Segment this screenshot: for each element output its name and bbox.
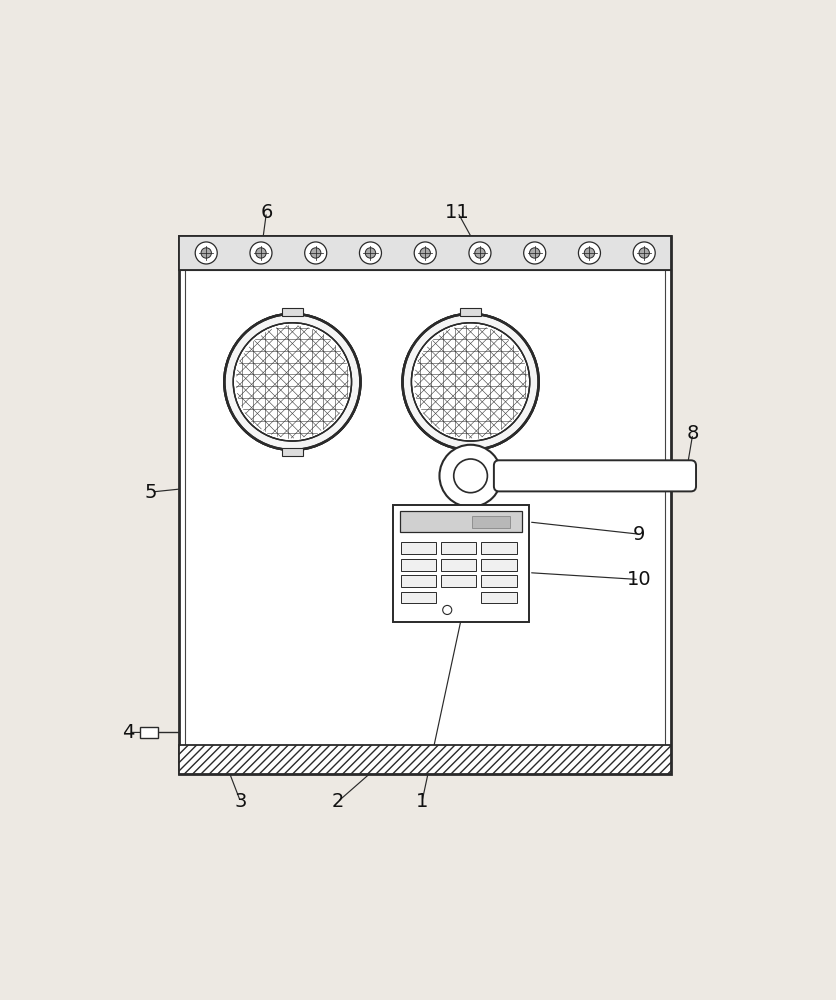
Circle shape [411, 323, 530, 441]
Bar [282, 308, 303, 316]
Circle shape [233, 323, 352, 441]
Bar [481, 559, 517, 571]
Bar [441, 542, 477, 554]
Bar [481, 542, 517, 554]
Bar [481, 592, 517, 603]
Bar [179, 236, 671, 774]
Bar [393, 505, 529, 622]
Circle shape [440, 445, 502, 507]
Circle shape [475, 248, 485, 258]
Bar [400, 511, 522, 532]
Circle shape [304, 242, 327, 264]
Bar [400, 592, 436, 603]
Circle shape [523, 242, 546, 264]
Bar [186, 243, 665, 767]
Circle shape [256, 248, 266, 258]
Text: 1: 1 [415, 792, 428, 811]
Text: 4: 4 [122, 723, 135, 742]
Bar [441, 559, 477, 571]
Wedge shape [225, 315, 359, 449]
Bar [472, 516, 510, 528]
Circle shape [420, 248, 431, 258]
Circle shape [443, 605, 451, 614]
Text: 8: 8 [686, 424, 699, 443]
Text: 6: 6 [260, 203, 273, 222]
Circle shape [201, 248, 212, 258]
Circle shape [469, 242, 491, 264]
Text: 2: 2 [332, 792, 344, 811]
Bar [460, 308, 482, 316]
Circle shape [579, 242, 600, 264]
Text: 3: 3 [234, 792, 247, 811]
Circle shape [365, 248, 375, 258]
Bar [481, 575, 517, 587]
Bar [179, 745, 671, 774]
Circle shape [250, 242, 272, 264]
Text: 9: 9 [633, 525, 645, 544]
Circle shape [403, 314, 538, 450]
Circle shape [359, 242, 381, 264]
Circle shape [584, 248, 594, 258]
Bar [179, 236, 671, 270]
Circle shape [310, 248, 321, 258]
Text: 10: 10 [627, 570, 651, 589]
Bar [140, 727, 158, 738]
Bar [460, 448, 482, 456]
Circle shape [224, 314, 360, 450]
Text: 11: 11 [446, 203, 470, 222]
Circle shape [633, 242, 655, 264]
Circle shape [196, 242, 217, 264]
FancyBboxPatch shape [494, 460, 696, 491]
Bar [282, 448, 303, 456]
Bar [441, 575, 477, 587]
Circle shape [529, 248, 540, 258]
Bar [400, 559, 436, 571]
Wedge shape [403, 315, 538, 449]
Bar [400, 575, 436, 587]
Bar [400, 542, 436, 554]
Circle shape [414, 242, 436, 264]
Circle shape [639, 248, 650, 258]
Text: 5: 5 [145, 483, 157, 502]
Circle shape [454, 459, 487, 493]
